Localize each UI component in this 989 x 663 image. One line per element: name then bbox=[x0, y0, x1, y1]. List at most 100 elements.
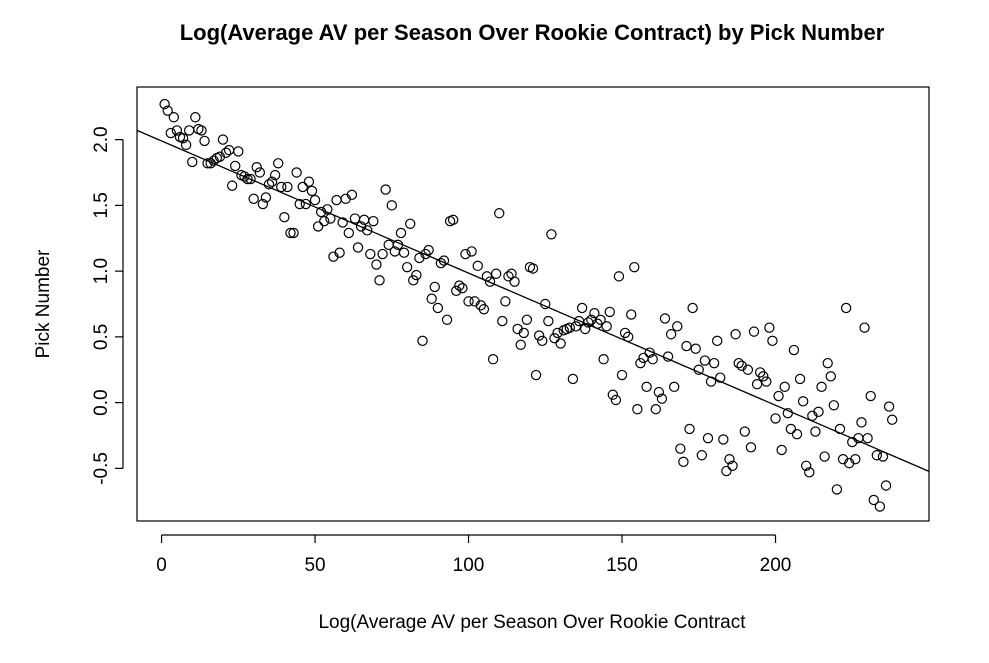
data-point bbox=[288, 227, 299, 239]
data-point bbox=[352, 242, 364, 253]
data-point bbox=[696, 450, 708, 461]
data-point bbox=[196, 125, 207, 136]
data-point bbox=[742, 364, 754, 375]
data-point bbox=[490, 268, 502, 279]
data-point bbox=[687, 302, 698, 314]
data-point bbox=[380, 184, 391, 195]
data-point bbox=[770, 413, 781, 424]
data-point bbox=[684, 423, 695, 435]
data-point bbox=[168, 112, 180, 123]
x-tick-label: 150 bbox=[606, 555, 638, 576]
data-point bbox=[518, 327, 529, 339]
data-point bbox=[312, 221, 324, 232]
data-point bbox=[647, 354, 658, 365]
data-point bbox=[472, 260, 483, 272]
data-point bbox=[773, 390, 784, 402]
data-point bbox=[515, 339, 526, 350]
data-point bbox=[187, 156, 198, 168]
data-point bbox=[432, 302, 444, 314]
data-point bbox=[804, 467, 815, 478]
data-point bbox=[322, 204, 333, 215]
data-point bbox=[776, 444, 787, 456]
data-point bbox=[828, 400, 840, 411]
data-point bbox=[831, 484, 843, 495]
data-point bbox=[300, 198, 312, 210]
data-point bbox=[309, 194, 321, 206]
data-point bbox=[874, 501, 886, 512]
data-point bbox=[604, 306, 615, 318]
data-point bbox=[457, 283, 468, 294]
y-axis: -0.5 0.0 0.5 1.0 1.5 2.0 bbox=[91, 126, 124, 485]
regression-line bbox=[136, 129, 930, 472]
chart-title: Log(Average AV per Season Over Rookie Co… bbox=[180, 20, 885, 45]
data-point bbox=[665, 329, 677, 340]
data-point bbox=[751, 379, 763, 390]
data-point bbox=[886, 414, 898, 425]
data-point bbox=[791, 429, 803, 440]
data-point bbox=[794, 373, 806, 385]
data-point bbox=[447, 214, 459, 226]
data-point bbox=[718, 434, 729, 445]
y-tick-label: 2.0 bbox=[91, 126, 112, 152]
x-tick-label: 200 bbox=[760, 555, 792, 576]
data-point bbox=[368, 215, 379, 227]
data-point bbox=[217, 134, 229, 145]
data-point bbox=[162, 105, 173, 116]
data-point bbox=[616, 369, 628, 381]
data-point bbox=[177, 133, 189, 144]
data-point bbox=[549, 332, 560, 344]
data-point bbox=[632, 404, 643, 415]
data-point bbox=[601, 321, 612, 332]
data-point bbox=[220, 147, 232, 158]
data-point bbox=[678, 456, 689, 468]
data-point bbox=[598, 354, 609, 365]
data-point bbox=[880, 480, 892, 491]
data-point bbox=[711, 335, 723, 347]
data-point bbox=[463, 296, 474, 307]
data-point bbox=[297, 181, 308, 193]
data-point bbox=[610, 394, 622, 406]
data-point bbox=[285, 227, 296, 239]
data-point bbox=[494, 208, 505, 219]
data-point bbox=[730, 329, 741, 340]
data-point bbox=[245, 173, 256, 185]
data-point bbox=[190, 112, 201, 123]
data-point bbox=[589, 308, 600, 319]
data-point bbox=[306, 185, 318, 197]
plot-frame bbox=[136, 86, 930, 522]
data-point bbox=[721, 465, 732, 477]
data-point bbox=[239, 171, 250, 182]
data-point bbox=[883, 401, 895, 412]
data-point bbox=[199, 135, 210, 147]
data-point bbox=[251, 162, 262, 173]
data-point bbox=[395, 227, 407, 239]
data-point bbox=[487, 354, 499, 365]
y-tick-label: 0.0 bbox=[91, 389, 112, 415]
data-point bbox=[656, 393, 668, 404]
data-point bbox=[785, 423, 797, 435]
data-point bbox=[426, 293, 437, 304]
data-point bbox=[840, 302, 852, 314]
data-point bbox=[653, 386, 665, 398]
data-point bbox=[537, 335, 548, 347]
data-point bbox=[779, 381, 790, 393]
data-point bbox=[466, 246, 477, 257]
data-point bbox=[248, 193, 259, 204]
data-point bbox=[398, 247, 410, 258]
data-point bbox=[521, 314, 533, 325]
data-point bbox=[675, 443, 686, 454]
data-point bbox=[423, 244, 434, 256]
y-axis-label: Pick Number bbox=[33, 249, 54, 358]
data-point bbox=[263, 179, 275, 190]
data-point bbox=[745, 442, 757, 453]
data-point bbox=[159, 98, 170, 110]
data-point bbox=[595, 314, 606, 325]
data-point bbox=[810, 426, 821, 437]
data-point bbox=[165, 127, 176, 139]
data-point bbox=[865, 390, 876, 402]
data-point bbox=[441, 314, 453, 325]
data-point bbox=[303, 176, 315, 187]
data-point bbox=[626, 309, 637, 320]
data-point bbox=[641, 381, 652, 393]
